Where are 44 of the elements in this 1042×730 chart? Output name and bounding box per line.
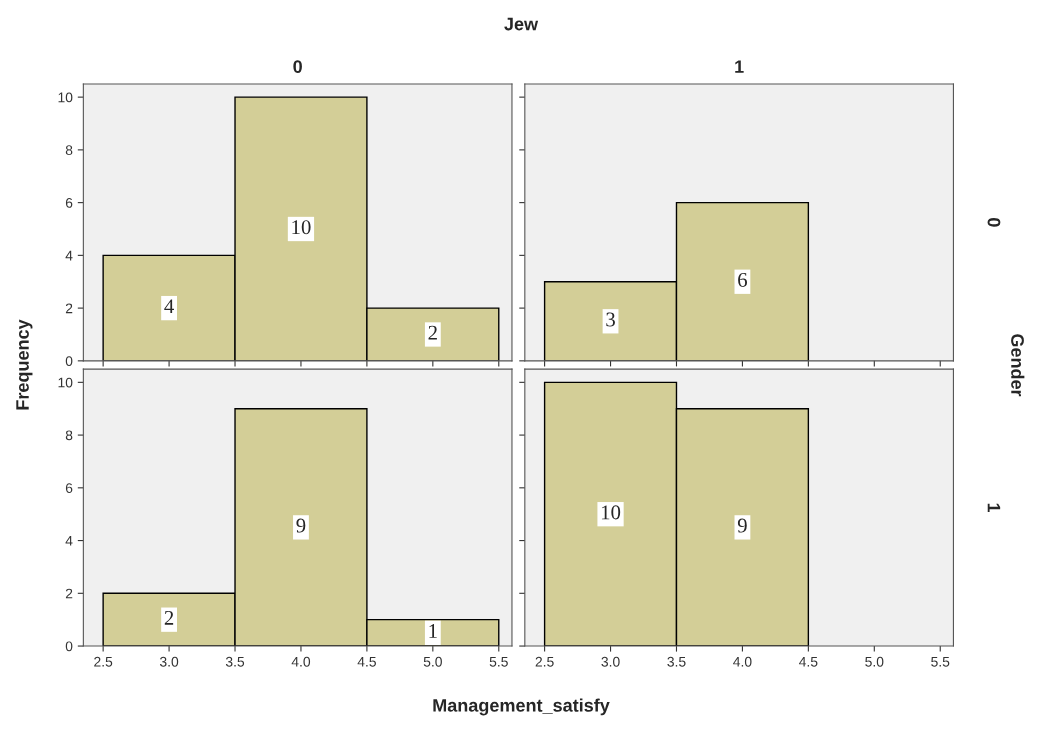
x-tick-label: 2.5 [94, 656, 113, 667]
text: Gender [1011, 334, 1025, 397]
data-label: 3 [606, 312, 615, 327]
data-label: 10 [601, 505, 621, 520]
x-tick-label: 3.5 [225, 656, 245, 667]
x-tick-label: 2.5 [535, 656, 554, 667]
y-tick-label: 6 [65, 483, 73, 493]
data-label: 4 [164, 299, 174, 314]
data-label: 2 [428, 325, 437, 340]
x-tick-label: 4.0 [291, 656, 311, 667]
y-tick-label: 6 [65, 197, 73, 208]
data-label: 1 [429, 624, 437, 638]
y-tick-label: 0 [65, 356, 73, 367]
y-tick-label: 0 [65, 641, 73, 652]
x-tick-label: 5.0 [865, 656, 884, 667]
y2-axis-title: 1 [987, 503, 1001, 513]
y-tick-label: 8 [65, 430, 73, 441]
y-axis-title: Frequency [16, 319, 33, 410]
data-label: 9 [296, 518, 306, 533]
data-label: 2 [164, 610, 174, 625]
data-label: 6 [738, 272, 748, 287]
text: Jew [504, 17, 539, 31]
x-tick-label: 4.0 [733, 656, 752, 667]
y-tick-label: 10 [58, 377, 73, 388]
data-label: 9 [737, 518, 747, 533]
x-axis-title: Management_satisfy [433, 698, 610, 716]
chart-title: 1 [735, 60, 744, 73]
x-tick-label: 4.5 [799, 656, 818, 667]
x-tick-label: 4.5 [357, 656, 376, 667]
chart-title: 0 [293, 60, 302, 74]
y-tick-label: 2 [65, 588, 73, 599]
y2-axis-title: 0 [987, 218, 1001, 227]
y-tick-label: 4 [65, 536, 73, 546]
x-tick-label: 3.0 [159, 656, 179, 667]
x-tick-label: 5.5 [489, 656, 508, 667]
y-tick-label: 10 [58, 92, 73, 103]
x-tick-label: 5.5 [931, 656, 950, 667]
x-tick-label: 5.0 [423, 656, 442, 667]
data-label: 10 [292, 220, 311, 235]
x-tick-label: 3.0 [601, 656, 620, 667]
x-tick-label: 3.5 [667, 656, 686, 667]
y-tick-label: 4 [65, 250, 73, 261]
y-tick-label: 8 [65, 145, 73, 156]
y-tick-label: 2 [65, 303, 73, 314]
